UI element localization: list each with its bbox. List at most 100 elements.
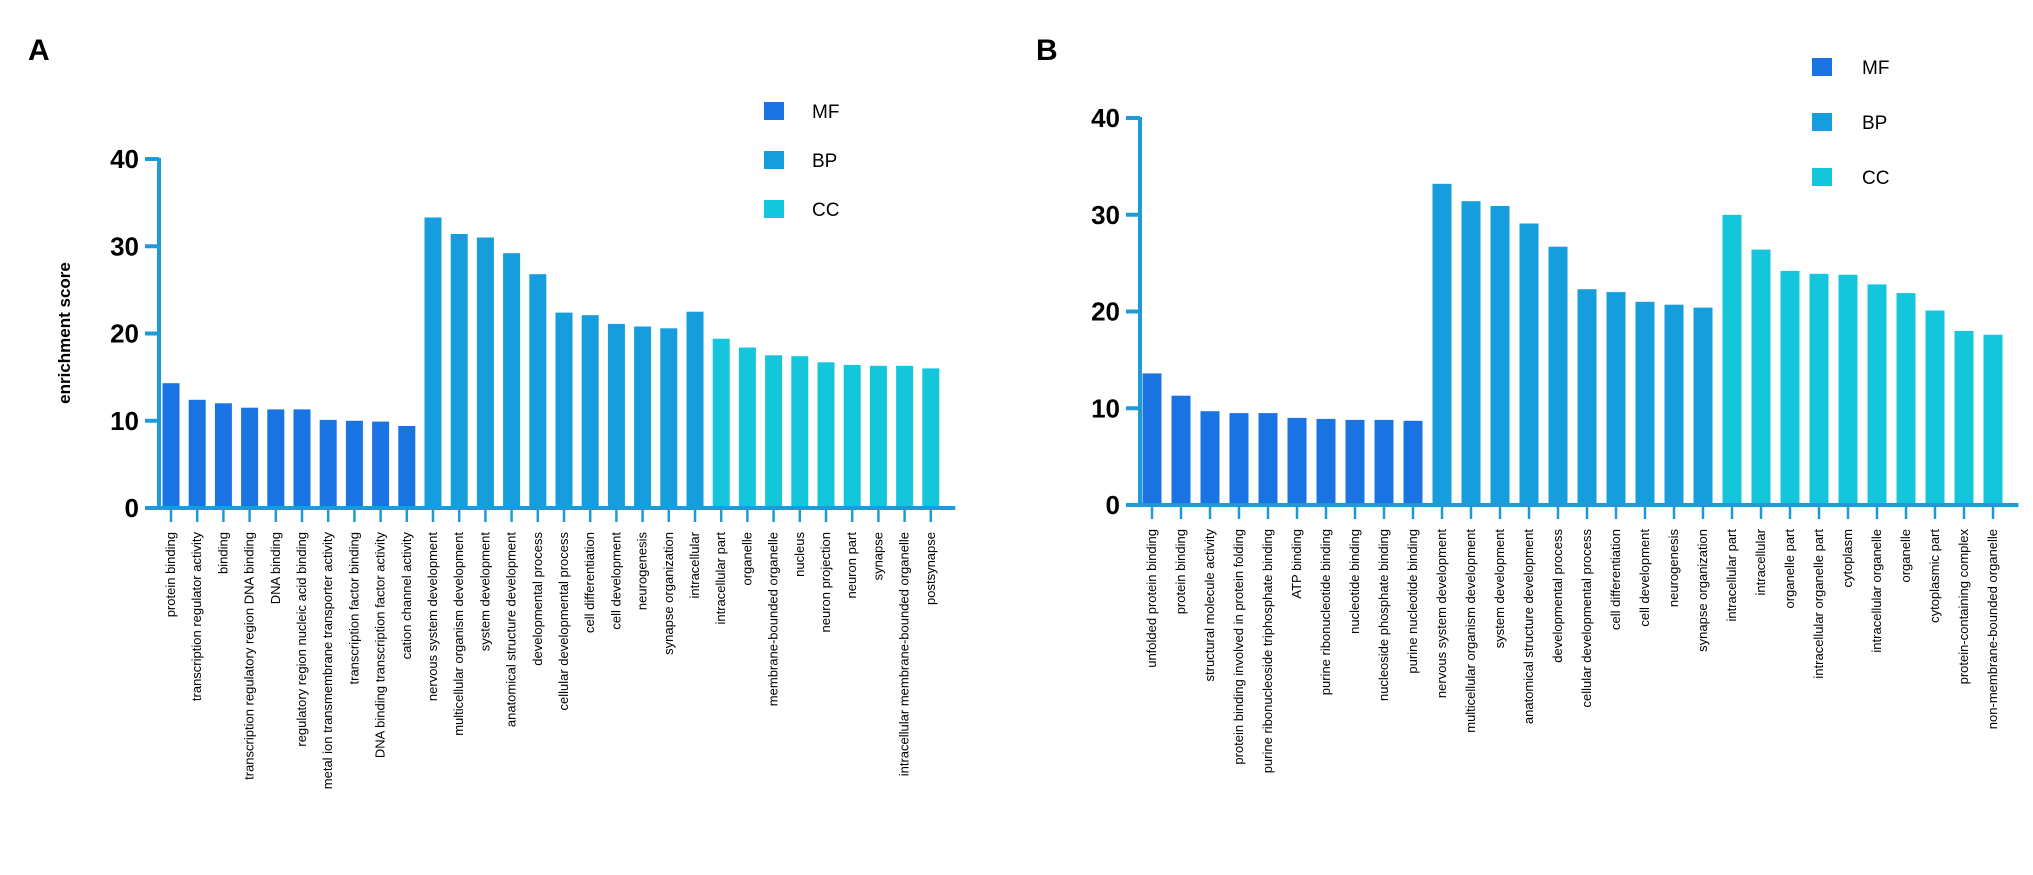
x-tick-label: intracellular organelle — [1869, 529, 1884, 653]
x-tick-label: structural molecule activity — [1202, 529, 1217, 682]
x-tick-label: purine ribonucleotide binding — [1318, 529, 1333, 695]
bar — [1519, 223, 1539, 505]
y-tick-label: 40 — [110, 144, 139, 174]
bar — [1751, 249, 1771, 505]
bar — [1983, 334, 2003, 505]
legend-label-mf: MF — [1862, 58, 1889, 79]
x-tick-label: cellular developmental process — [556, 532, 571, 711]
x-tick-label: nucleoside phosphate binding — [1376, 529, 1391, 701]
bar — [1925, 310, 1945, 505]
x-tick-label: cell development — [1637, 529, 1652, 627]
x-tick-label: anatomical structure development — [504, 532, 519, 727]
x-tick-label: protein-containing complex — [1956, 529, 1971, 685]
chart-panel-b: B 0 10 20 30 40 unfolded protein binding prote… — [1036, 34, 2019, 773]
bar — [1374, 419, 1394, 505]
x-tick-label: cell differentiation — [1608, 529, 1623, 630]
legend-swatch-bp — [764, 151, 784, 169]
bar — [1200, 411, 1220, 505]
bar — [1635, 301, 1655, 505]
bar — [555, 312, 573, 508]
bar — [1461, 201, 1481, 505]
x-tick-label: organelle part — [1782, 529, 1797, 609]
legend-label-bp: BP — [1862, 113, 1887, 134]
x-tick-label: developmental process — [1550, 529, 1565, 663]
bar — [1345, 419, 1365, 505]
legend-label-cc: CC — [812, 200, 839, 221]
y-tick-label: 20 — [110, 319, 139, 349]
bar — [738, 347, 756, 508]
bar — [1954, 330, 1974, 505]
bar — [188, 399, 206, 508]
y-axis-title: enrichment score — [55, 262, 74, 404]
x-tick-label: synapse organization — [661, 532, 676, 655]
bar — [293, 409, 311, 508]
x-tick-label: nucleotide binding — [1347, 529, 1362, 634]
bar — [1838, 274, 1858, 505]
x-tick-label: cytoplasmic part — [1927, 529, 1942, 623]
x-tick-label: system development — [477, 532, 492, 652]
panel-label-a: A — [28, 34, 50, 67]
x-tick-label: neurogenesis — [1666, 529, 1681, 608]
x-tick-label: unfolded protein binding — [1144, 529, 1159, 668]
chart-panel-a: A 0 10 20 30 40 protein binding transcription … — [28, 34, 956, 790]
y-tick-label: 20 — [1091, 297, 1120, 327]
bar — [1606, 292, 1626, 505]
x-tick-label: cell development — [608, 532, 623, 630]
x-tick-label: intracellular — [687, 531, 702, 598]
x-tick-label: regulatory region nucleic acid binding — [294, 532, 309, 747]
bar — [1142, 373, 1162, 505]
x-tick-label: synapse — [870, 532, 885, 580]
y-tick-label: 0 — [1106, 490, 1120, 520]
x-tick-label: developmental process — [530, 532, 545, 666]
bar — [1664, 304, 1684, 505]
x-tick-label: intracellular part — [713, 532, 728, 625]
bar — [922, 368, 940, 508]
bar — [869, 365, 887, 508]
bar — [214, 403, 232, 508]
y-tick-label: 30 — [110, 231, 139, 261]
x-tick-label: protein binding — [1173, 529, 1188, 614]
x-tick-label: transcription regulator activity — [189, 532, 204, 702]
bar — [1490, 206, 1510, 505]
bar — [1693, 307, 1713, 505]
bar — [581, 315, 599, 508]
bar — [896, 365, 914, 508]
bar — [1432, 183, 1452, 506]
bar — [712, 338, 730, 508]
x-tick-label: protein binding — [163, 532, 178, 617]
x-tick-label: intracellular organelle part — [1811, 529, 1826, 679]
bar — [791, 356, 809, 508]
x-tick-label: non-membrane-bounded organelle — [1985, 529, 2000, 729]
x-tick-label: membrane-bounded organelle — [766, 532, 781, 706]
y-tick-label: 10 — [110, 406, 139, 436]
legend-label-mf: MF — [812, 102, 839, 123]
x-tick-label: purine nucleotide binding — [1405, 529, 1420, 674]
bar — [1780, 270, 1800, 505]
x-tick-label: DNA binding — [268, 532, 283, 604]
bar — [843, 364, 861, 508]
x-tick-label: organelle — [1898, 529, 1913, 583]
legend-swatch-cc — [1812, 168, 1832, 186]
x-tick-label: DNA binding transcription factor activit… — [373, 532, 388, 759]
x-tick-label: neurogenesis — [635, 532, 650, 611]
x-tick-label: binding — [215, 532, 230, 574]
x-tick-label: cytoplasm — [1840, 529, 1855, 588]
x-tick-label: nervous system development — [1434, 529, 1449, 698]
bar — [1577, 289, 1597, 505]
bar — [1316, 418, 1336, 505]
x-tick-label: metal ion transmembrane transporter acti… — [320, 532, 335, 790]
y-tick-label: 0 — [125, 493, 139, 523]
bar — [817, 362, 835, 508]
y-tick-label: 10 — [1091, 393, 1120, 423]
bar — [319, 419, 337, 508]
bar — [398, 426, 416, 508]
bar — [1229, 413, 1249, 505]
bar — [765, 355, 783, 508]
bar — [450, 234, 468, 508]
x-tick-label: cell differentiation — [582, 532, 597, 633]
bar — [1171, 395, 1191, 505]
x-tick-label: transcription regulatory region DNA bind… — [242, 532, 257, 780]
bar — [503, 253, 521, 508]
legend-label-cc: CC — [1862, 168, 1889, 189]
